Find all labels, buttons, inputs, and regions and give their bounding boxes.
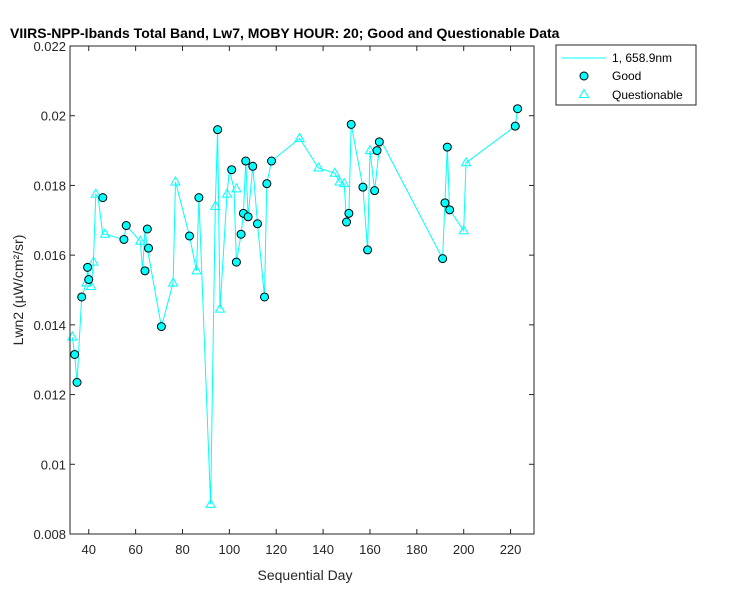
questionable-point — [205, 498, 216, 508]
good-point — [70, 349, 80, 359]
good-point — [440, 198, 450, 208]
questionable-point — [214, 303, 226, 313]
good-point — [510, 121, 520, 131]
x-tick-label: 220 — [500, 542, 522, 557]
axes-layer — [69, 45, 535, 535]
good-point — [445, 205, 455, 215]
good-point — [236, 229, 246, 239]
questionable-point — [88, 256, 99, 266]
good-point — [243, 212, 253, 222]
questionable-point — [90, 188, 102, 198]
x-tick-label: 200 — [453, 542, 475, 557]
x-axis-label: Sequential Day — [258, 567, 353, 583]
good-point — [231, 257, 241, 267]
questionable-point — [338, 177, 350, 188]
good-point — [121, 221, 131, 231]
plot-area — [70, 46, 534, 534]
questionable-point — [458, 224, 470, 235]
good-point — [72, 377, 82, 387]
questionable-point — [313, 161, 324, 172]
questionable-point — [209, 200, 221, 210]
good-point — [185, 231, 195, 241]
y-tick-label: 0.018 — [33, 178, 66, 193]
good-point — [144, 243, 154, 253]
good-point — [252, 219, 262, 229]
questionable-point — [334, 175, 345, 186]
good-point — [83, 262, 93, 272]
good-point — [358, 182, 368, 192]
questionable-point — [329, 167, 341, 177]
x-tick-label: 140 — [312, 542, 334, 557]
legend: 1, 658.9nm Good Questionable — [555, 44, 697, 106]
y-tick-label: 0.02 — [41, 109, 66, 124]
good-point — [372, 146, 382, 156]
good-point — [438, 254, 448, 264]
legend-box — [555, 44, 697, 106]
legend-questionable-marker — [578, 88, 590, 98]
questionable-point — [170, 175, 181, 186]
good-point — [213, 125, 223, 135]
x-tick-label: 80 — [175, 542, 189, 557]
good-point — [442, 142, 452, 152]
questionable-point — [294, 132, 306, 142]
questionable-point — [221, 188, 233, 198]
good-point — [140, 266, 150, 276]
y-tick-label: 0.008 — [33, 527, 66, 542]
good-point — [248, 161, 258, 171]
x-tick-label: 180 — [406, 542, 428, 557]
good-point — [142, 224, 152, 234]
good-point — [241, 156, 251, 166]
good-point — [156, 322, 166, 332]
good-point — [227, 165, 237, 175]
y-tick-label: 0.014 — [33, 318, 66, 333]
y-axis-label: Lwn2 (µW/cm²/sr) — [10, 235, 26, 346]
x-tick-label: 100 — [219, 542, 241, 557]
good-point — [346, 119, 356, 129]
x-tick-label: 120 — [265, 542, 287, 557]
good-point — [98, 193, 108, 203]
legend-entry-good: Good — [612, 69, 641, 83]
good-point — [260, 292, 270, 302]
legend-good-marker — [579, 71, 589, 81]
good-point — [374, 137, 384, 147]
series-line-658nm — [71, 108, 519, 505]
good-point — [262, 179, 272, 189]
questionable-point — [231, 182, 242, 193]
questionable-point — [167, 277, 179, 287]
y-tick-label: 0.01 — [41, 457, 66, 472]
good-point — [363, 245, 373, 255]
good-point — [513, 104, 523, 114]
good-point — [77, 292, 87, 302]
good-point — [119, 234, 129, 244]
questionable-point — [99, 228, 111, 238]
x-tick-label: 60 — [128, 542, 142, 557]
x-tick-label: 160 — [359, 542, 381, 557]
y-tick-label: 0.016 — [33, 248, 66, 263]
y-tick-label: 0.022 — [33, 39, 66, 54]
good-point — [342, 217, 352, 227]
good-point — [84, 275, 94, 285]
series-layer — [66, 104, 523, 508]
good-point — [267, 156, 277, 166]
axes-box — [69, 45, 535, 535]
questionable-point — [85, 280, 97, 291]
questionable-point — [134, 235, 146, 245]
legend-entry-questionable: Questionable — [612, 88, 683, 102]
x-axis-ticks: 40 60 80 100 120 140 160 180 200 220 — [82, 46, 522, 557]
questionable-point — [460, 156, 472, 167]
x-tick-label: 40 — [82, 542, 96, 557]
legend-entry-line: 1, 658.9nm — [612, 51, 672, 65]
good-point — [194, 193, 204, 203]
good-point — [344, 208, 354, 218]
questionable-point — [191, 264, 202, 275]
y-axis-ticks: 0.008 0.01 0.012 0.014 0.016 0.018 0.02 0.022 — [33, 39, 534, 542]
chart-title: VIIRS-NPP-Ibands Total Band, Lw7, MOBY H… — [10, 25, 560, 41]
questionable-point — [364, 144, 376, 155]
good-point — [370, 186, 380, 196]
y-tick-label: 0.012 — [33, 388, 66, 403]
